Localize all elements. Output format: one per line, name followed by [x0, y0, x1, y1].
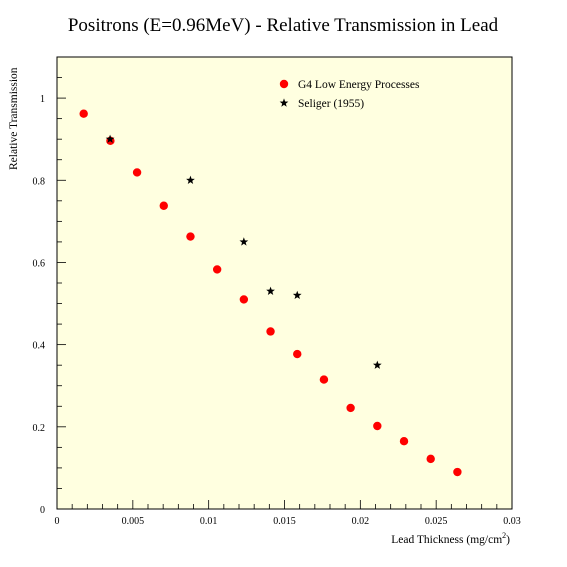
axis-ticks: [56, 56, 513, 510]
data-point-g4: [346, 403, 355, 413]
y-tick-label: 0.6: [33, 258, 46, 269]
legend: G4 Low Energy Processes Seliger (1955): [279, 79, 420, 110]
x-axis-label-suffix: ): [506, 534, 510, 546]
data-point-seliger: [239, 237, 249, 246]
chart-title: Positrons (E=0.96MeV) - Relative Transmi…: [68, 15, 499, 36]
x-tick-label: 0.01: [200, 516, 218, 527]
legend-marker-seliger: [279, 98, 289, 107]
x-tick-label: 0.015: [273, 516, 296, 527]
data-point-g4: [159, 201, 168, 210]
data-point-g4: [212, 265, 222, 274]
data-point-g4: [453, 467, 462, 477]
x-tick-label: 0.005: [122, 516, 145, 527]
tick-labels: 0 0.005 0.01 0.015 0.02 0.025 0.03 0 0.2 0.4 0.6 0.…: [33, 94, 521, 527]
legend-label-g4: G4 Low Energy Processes: [298, 79, 420, 91]
x-axis-label-sup: 2: [502, 531, 506, 540]
data-point-seliger: [292, 290, 302, 300]
legend-star-shape: [279, 98, 289, 107]
y-tick-label: 0.4: [33, 341, 46, 352]
legend-label-seliger: Seliger (1955): [298, 98, 364, 110]
data-point-g4: [399, 437, 409, 446]
y-tick-label: 0.2: [33, 423, 46, 434]
y-axis-label: Relative Transmission: [8, 67, 20, 170]
data-point-seliger: [105, 134, 115, 143]
data-point-g4: [293, 349, 302, 359]
x-tick-label: 0.025: [425, 516, 448, 527]
data-point-g4: [132, 168, 142, 177]
data-point-g4: [239, 295, 249, 304]
legend-marker-g4: [279, 79, 289, 89]
x-axis-label: Lead Thickness (mg/cm2): [391, 531, 510, 546]
data-point-g4: [79, 109, 88, 118]
data-points: [79, 109, 462, 477]
x-axis-label-text: Lead Thickness (mg/cm: [391, 534, 502, 546]
data-point-seliger: [372, 360, 382, 369]
plot-area: [56, 56, 513, 510]
y-tick-label: 0: [40, 505, 45, 516]
x-tick-label: 0: [55, 516, 60, 527]
data-point-seliger: [266, 286, 275, 295]
y-tick-label: 0.8: [33, 176, 46, 187]
data-point-g4: [319, 375, 329, 384]
data-point-g4: [186, 232, 195, 241]
data-point-g4: [426, 454, 435, 464]
data-point-g4: [373, 421, 382, 431]
x-tick-label: 0.02: [352, 516, 370, 527]
data-point-g4: [266, 327, 275, 336]
y-tick-label: 1: [40, 94, 45, 105]
x-tick-label: 0.03: [503, 516, 521, 527]
data-point-seliger: [186, 175, 195, 184]
